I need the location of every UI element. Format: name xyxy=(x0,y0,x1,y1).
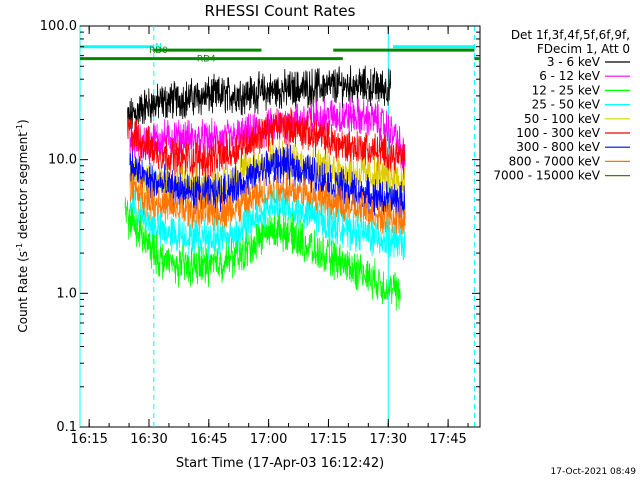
series-line-2 xyxy=(124,197,401,311)
x-axis-label: Start Time (17-Apr-03 16:12:42) xyxy=(176,456,384,471)
y-tick-label: 10.0 xyxy=(48,153,77,168)
legend-entry-label: 3 - 6 keV xyxy=(547,55,601,69)
series-group xyxy=(124,65,406,311)
legend-header: FDecim 1, Att 0 xyxy=(537,42,630,56)
state-label-rd0: RD0 xyxy=(149,46,168,56)
x-tick-label: 17:15 xyxy=(310,432,347,447)
legend: Det 1f,3f,4f,5f,6f,9f,FDecim 1, Att 03 -… xyxy=(493,28,630,183)
legend-entry-label: 50 - 100 keV xyxy=(524,112,601,126)
series-line-5 xyxy=(127,107,406,180)
x-tick-label: 17:30 xyxy=(370,432,407,447)
legend-entry-label: 800 - 7000 keV xyxy=(509,154,601,168)
x-tick-label: 17:45 xyxy=(429,432,466,447)
state-label-rd4: RD4 xyxy=(197,55,216,65)
chart-title: RHESSI Count Rates xyxy=(205,2,356,20)
y-tick-label: 1.0 xyxy=(56,286,77,301)
series-line-0 xyxy=(127,65,392,130)
series-line-3 xyxy=(129,185,406,261)
legend-entry-label: 100 - 300 keV xyxy=(516,126,600,140)
y-axis-label-middle: detector segment xyxy=(16,132,30,243)
y-tick-label: 0.1 xyxy=(56,420,77,435)
y-tick-label: 100.0 xyxy=(40,19,77,34)
legend-entry-label: 25 - 50 keV xyxy=(532,98,601,112)
state-label-n: N xyxy=(155,43,162,53)
y-axis-label-end: ) xyxy=(16,119,30,124)
legend-entry-label: 7000 - 15000 keV xyxy=(493,169,600,183)
x-tick-label: 16:45 xyxy=(190,432,227,447)
y-axis-label-sup2: -1 xyxy=(15,124,24,132)
x-tick-label: 16:15 xyxy=(70,432,107,447)
y-axis-label: Count Rate (s-1 detector segment-1) xyxy=(15,119,30,332)
legend-entry-label: 6 - 12 keV xyxy=(539,69,601,83)
axes: 16:15 16:30 16:45 17:00 17:15 17:30 17:45 0.1 1.… xyxy=(40,19,480,447)
legend-entry-label: 12 - 25 keV xyxy=(532,83,601,97)
timestamp: 17-Oct-2021 08:49 xyxy=(551,467,637,477)
legend-entry-label: 300 - 800 keV xyxy=(516,140,600,154)
y-axis-label-prefix: Count Rate (s xyxy=(16,251,30,333)
x-tick-label: 17:00 xyxy=(250,432,287,447)
y-axis-label-sup: -1 xyxy=(15,243,24,251)
x-tick-label: 16:30 xyxy=(130,432,167,447)
legend-header: Det 1f,3f,4f,5f,6f,9f, xyxy=(511,28,630,42)
